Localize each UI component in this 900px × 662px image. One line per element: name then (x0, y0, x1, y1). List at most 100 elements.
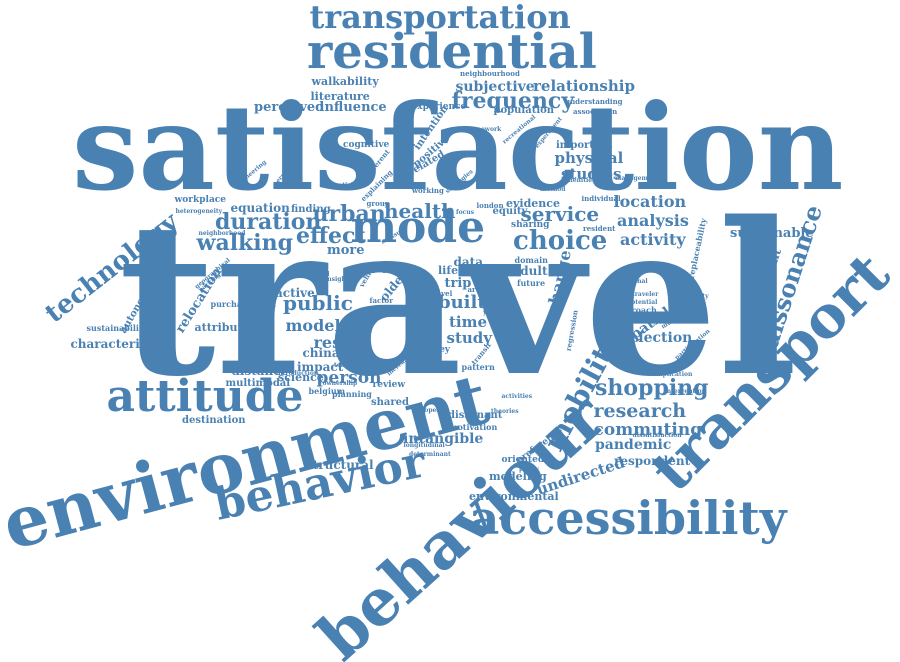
cloud-word-attribute: attribute (194, 320, 250, 334)
cloud-word-framework: framework (465, 126, 502, 133)
cloud-word-duration: duration (215, 209, 322, 235)
cloud-word-environmental: environmental (469, 489, 559, 503)
cloud-word-public: public (283, 291, 353, 315)
cloud-word-influence: influence (319, 99, 387, 115)
cloud-word-longitudinal: longitudinal (403, 442, 445, 449)
cloud-word-neighborhood: neighborhood (198, 230, 246, 237)
cloud-word-dissonant: dissonant (448, 410, 503, 421)
cloud-word-review: review (372, 379, 406, 390)
cloud-word-individual: individual (581, 193, 621, 203)
cloud-word-equity: equity (492, 206, 528, 217)
cloud-word-amenities: amenities (562, 177, 596, 184)
cloud-word-shared: shared (371, 397, 410, 408)
cloud-word-built: built (438, 292, 486, 313)
cloud-word-propensity: propensity (673, 293, 709, 300)
cloud-word-domain: domain (514, 255, 548, 265)
cloud-word-potential: potential (627, 299, 658, 306)
cloud-word-science: science (278, 370, 324, 384)
cloud-word-mode: mode (350, 202, 486, 253)
cloud-word-introduction: introduction (276, 370, 319, 377)
cloud-word-traveler: traveler (632, 291, 659, 298)
cloud-word-level: level (434, 288, 453, 298)
cloud-word-shopping: shopping (595, 375, 709, 401)
cloud-word-focus: focus (456, 209, 474, 216)
cloud-word-effect: effect (296, 223, 366, 249)
cloud-word-planning: planning (332, 389, 372, 399)
cloud-word-evidence: evidence (506, 196, 560, 210)
cloud-word-resident: resident (583, 223, 616, 233)
cloud-word-walkability: walkability (311, 74, 379, 88)
cloud-word-time: time (449, 312, 488, 331)
cloud-word-selection: selection (621, 330, 693, 346)
cloud-word-choice: choice (513, 226, 608, 256)
cloud-word-determinant: determinant (409, 451, 451, 458)
cloud-word-oriented: oriented (501, 454, 545, 465)
cloud-word-residential: residential (307, 24, 597, 80)
cloud-word-pandemic: pandemic (595, 437, 672, 453)
cloud-word-method: method (540, 186, 566, 193)
cloud-word-management: management (615, 175, 659, 182)
cloud-word-captivity: captivity (330, 182, 360, 189)
cloud-word-temporal: temporal (334, 362, 365, 369)
cloud-word-paper: paper (372, 263, 398, 273)
cloud-word-activity: activity (620, 230, 686, 249)
cloud-word-intervention: intervention (664, 388, 706, 395)
cloud-word-purchase: purchase (210, 299, 252, 309)
cloud-word-sustainable: sustainable (730, 225, 814, 241)
cloud-word-literature: literature (310, 89, 370, 103)
cloud-word-sharing: sharing (511, 219, 550, 230)
cloud-word-working: working (412, 185, 444, 195)
cloud-word-person: person (316, 367, 382, 388)
cloud-word-multimodal: multimodal (225, 378, 291, 389)
cloud-word-external: external (620, 278, 648, 285)
cloud-word-ownership: ownership (322, 380, 358, 387)
cloud-word-adult: adult (512, 264, 548, 278)
cloud-word-physical: physical (554, 148, 624, 167)
cloud-word-distance: distance (231, 364, 289, 378)
cloud-word-structural: structural (306, 458, 374, 472)
cloud-word-relationship: relationship (533, 76, 635, 95)
cloud-word-motivation: motivation (449, 422, 498, 432)
cloud-word-travel: travel (118, 176, 798, 423)
cloud-word-destination: destination (182, 415, 246, 426)
cloud-word-accessibility: accessibility (469, 491, 787, 545)
cloud-word-studies: studies (561, 164, 622, 183)
cloud-word-equation: equation (230, 201, 290, 215)
cloud-word-pattern: pattern (461, 362, 495, 372)
cloud-word-theories: theories (491, 408, 519, 415)
cloud-word-model: model (285, 316, 341, 335)
cloud-word-understanding: understanding (565, 96, 623, 106)
cloud-word-active: active (275, 286, 315, 300)
cloud-word-more: more (327, 242, 365, 258)
cloud-word-study: study (446, 328, 492, 347)
cloud-word-commuting: commuting (593, 419, 703, 440)
cloud-word-service: service (520, 202, 600, 226)
cloud-word-survey: survey (417, 344, 451, 355)
cloud-word-policy: policy (519, 466, 539, 473)
cloud-word-location: location (613, 192, 687, 211)
cloud-word-future: future (517, 278, 546, 288)
cloud-word-data: data (453, 255, 483, 269)
cloud-word-neighbourhood: neighbourhood (460, 68, 520, 78)
cloud-word-characteristic: characteristic (70, 337, 164, 351)
cloud-word-research: research (593, 399, 687, 422)
cloud-word-health: health (384, 199, 456, 223)
cloud-word-population: population (493, 105, 555, 116)
cloud-word-urban: urban (312, 201, 386, 227)
cloud-word-european: european (413, 407, 445, 414)
cloud-word-personal: personal (300, 271, 330, 278)
cloud-word-cognitive: cognitive (343, 139, 390, 150)
cloud-word-frequency: frequency (451, 88, 575, 114)
cloud-word-life: life (438, 263, 459, 277)
cloud-word-dissatisfaction: dissatisfaction (632, 432, 682, 439)
cloud-word-implication: implication (654, 371, 693, 378)
cloud-word-heterogeneity: heterogeneity (175, 208, 223, 215)
cloud-word-important: important (556, 140, 613, 151)
cloud-word-london: london (476, 200, 504, 210)
cloud-word-impact: impact (297, 360, 344, 374)
cloud-word-insight: insight (325, 276, 349, 283)
cloud-word-intangible: intangible (403, 431, 484, 447)
cloud-word-workplace: workplace (174, 194, 226, 205)
cloud-word-attitude: attitude (106, 371, 304, 422)
